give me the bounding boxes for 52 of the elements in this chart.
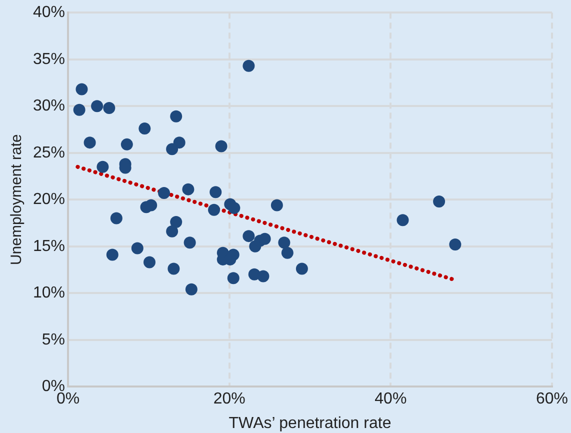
- point: [145, 199, 158, 212]
- point: [257, 270, 270, 282]
- point: [166, 225, 178, 238]
- y-tick-label: 20%: [32, 191, 66, 208]
- point: [215, 140, 228, 152]
- point: [110, 212, 122, 224]
- point: [166, 143, 178, 156]
- y-tick-label: 40%: [32, 4, 66, 22]
- y-axis-title: Unemployment rate: [8, 134, 26, 266]
- point: [76, 83, 88, 96]
- point: [170, 110, 182, 122]
- point: [396, 214, 409, 226]
- point: [73, 104, 86, 116]
- point: [106, 248, 118, 261]
- x-tick-label: 40%: [374, 390, 407, 408]
- point: [91, 100, 104, 112]
- y-tick-label: 10%: [32, 284, 66, 302]
- point: [281, 246, 294, 259]
- point: [258, 232, 271, 245]
- point: [168, 262, 180, 275]
- point: [182, 183, 194, 196]
- x-tick-label: 20%: [213, 390, 246, 408]
- point: [242, 60, 255, 72]
- x-tick-label: 60%: [536, 390, 568, 408]
- point: [131, 242, 144, 254]
- point: [210, 186, 222, 198]
- point: [170, 216, 182, 228]
- point: [228, 202, 240, 214]
- point: [158, 187, 170, 200]
- point: [433, 195, 446, 208]
- point: [173, 136, 186, 149]
- y-tick-label: 35%: [32, 50, 66, 68]
- y-tick-label: 5%: [42, 331, 66, 348]
- point: [270, 199, 283, 212]
- point: [84, 136, 96, 149]
- point: [96, 160, 109, 173]
- point: [449, 238, 462, 250]
- point: [138, 122, 151, 135]
- y-tick-label: 25%: [32, 144, 66, 162]
- point: [278, 236, 290, 249]
- point: [185, 283, 198, 296]
- point: [242, 230, 255, 242]
- y-tick-label: 15%: [32, 238, 66, 255]
- point: [296, 262, 308, 275]
- point: [208, 204, 220, 216]
- point: [184, 236, 196, 249]
- point: [143, 256, 156, 268]
- point: [103, 102, 116, 114]
- x-axis-title: TWAs’ penetration rate: [228, 414, 392, 432]
- y-tick-label: 30%: [32, 98, 66, 115]
- point: [120, 138, 133, 150]
- point: [227, 272, 240, 284]
